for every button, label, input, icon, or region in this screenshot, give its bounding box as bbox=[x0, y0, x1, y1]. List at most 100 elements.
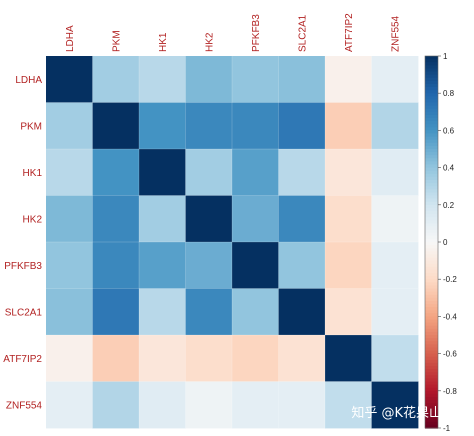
heatmap-cell bbox=[139, 56, 186, 103]
heatmap-cell bbox=[325, 381, 372, 429]
heatmap-cell bbox=[46, 381, 93, 429]
colorbar-segment bbox=[425, 421, 438, 426]
colorbar-segment bbox=[425, 149, 438, 153]
colorbar-segment bbox=[425, 291, 438, 296]
colorbar-segment bbox=[425, 362, 438, 367]
colorbar-segment bbox=[425, 56, 438, 60]
heatmap-cell bbox=[232, 149, 279, 196]
heatmap-cell bbox=[325, 195, 372, 243]
heatmap-cell bbox=[371, 102, 419, 150]
heatmap-cell bbox=[139, 381, 186, 429]
colorbar-segment bbox=[425, 226, 438, 231]
colorbar-segment bbox=[425, 307, 438, 311]
colorbar-segment bbox=[425, 62, 438, 66]
row-label: ZNF554 bbox=[6, 400, 43, 411]
heatmap-cell bbox=[278, 288, 326, 336]
heatmap-cell bbox=[46, 102, 93, 150]
heatmap-cell bbox=[325, 149, 372, 196]
colorbar-segment bbox=[425, 232, 438, 237]
row-label: PKM bbox=[20, 121, 42, 132]
colorbar-segment bbox=[425, 99, 438, 104]
column-label: SLC2A1 bbox=[297, 14, 308, 52]
colorbar-segment bbox=[425, 310, 438, 314]
heatmap-cells bbox=[46, 56, 419, 429]
colorbar-segment bbox=[425, 304, 438, 308]
colorbar-segment bbox=[425, 409, 438, 414]
heatmap-cell bbox=[232, 335, 279, 382]
colorbar-segment bbox=[425, 102, 438, 107]
column-label: HK1 bbox=[158, 32, 169, 52]
colorbar-segment bbox=[425, 59, 438, 63]
colorbar-segment bbox=[425, 155, 438, 159]
heatmap-cell bbox=[139, 288, 186, 336]
heatmap-cell bbox=[278, 381, 326, 429]
colorbar-segment bbox=[425, 282, 438, 286]
colorbar-segment bbox=[425, 279, 438, 283]
heatmap-cell bbox=[232, 56, 279, 103]
colorbar-segment bbox=[425, 96, 438, 100]
colorbar-segment bbox=[425, 341, 438, 345]
colorbar-tick-label: 0.4 bbox=[443, 164, 455, 173]
colorbar-segment bbox=[425, 331, 438, 336]
colorbar-segment bbox=[425, 124, 438, 128]
heatmap-cell bbox=[232, 242, 279, 289]
watermark: 知乎 @K花果山数据 bbox=[351, 405, 468, 421]
colorbar-segment bbox=[425, 235, 438, 240]
colorbar-segment bbox=[425, 397, 438, 401]
heatmap-cell bbox=[371, 335, 419, 382]
colorbar-tick-label: 0.2 bbox=[443, 201, 455, 210]
colorbar-tick-label: 0.8 bbox=[443, 89, 455, 98]
heatmap-cell bbox=[46, 288, 93, 336]
heatmap-cell bbox=[139, 149, 186, 196]
heatmap-cell bbox=[92, 288, 140, 336]
column-label: PFKFB3 bbox=[251, 14, 262, 52]
colorbar-segment bbox=[425, 93, 438, 97]
heatmap-cell bbox=[185, 195, 233, 243]
heatmap-cell bbox=[232, 195, 279, 243]
colorbar-segment bbox=[425, 418, 438, 423]
colorbar-segment bbox=[425, 297, 438, 302]
colorbar-segment bbox=[425, 130, 438, 135]
heatmap-cell bbox=[325, 102, 372, 150]
colorbar-segment bbox=[425, 381, 438, 386]
heatmap-cell bbox=[325, 335, 372, 382]
colorbar-segment bbox=[425, 68, 438, 73]
colorbar-segment bbox=[425, 294, 438, 299]
colorbar-segment bbox=[425, 207, 438, 212]
heatmap-cell bbox=[278, 102, 326, 150]
colorbar-segment bbox=[425, 183, 438, 187]
colorbar-segment bbox=[425, 325, 438, 330]
heatmap-cell bbox=[185, 242, 233, 289]
colorbar-segment bbox=[425, 167, 438, 172]
heatmap-cell bbox=[46, 56, 93, 103]
colorbar-segment bbox=[425, 403, 438, 407]
colorbar-segment bbox=[425, 74, 438, 79]
colorbar-segment bbox=[425, 152, 438, 156]
heatmap-cell bbox=[92, 102, 140, 150]
colorbar-segment bbox=[425, 229, 438, 234]
colorbar-tick-label: 0.6 bbox=[443, 126, 455, 135]
heatmap-cell bbox=[185, 335, 233, 382]
colorbar-segment bbox=[425, 108, 438, 113]
heatmap-cell bbox=[371, 56, 419, 103]
heatmap-cell bbox=[185, 288, 233, 336]
colorbar-segment bbox=[425, 400, 438, 404]
heatmap-cell bbox=[139, 242, 186, 289]
colorbar-segment bbox=[425, 198, 438, 203]
heatmap-cell bbox=[371, 242, 419, 289]
colorbar-segment bbox=[425, 71, 438, 76]
colorbar-segment bbox=[425, 105, 438, 110]
row-label: LDHA bbox=[15, 75, 42, 86]
colorbar-segment bbox=[425, 288, 438, 293]
colorbar-segment bbox=[425, 344, 438, 348]
colorbar-segment bbox=[425, 142, 438, 147]
row-label: PFKFB3 bbox=[4, 261, 42, 272]
heatmap-cell bbox=[92, 149, 140, 196]
column-label: ZNF554 bbox=[390, 15, 401, 52]
colorbar-segment bbox=[425, 285, 438, 290]
colorbar-segment bbox=[425, 201, 438, 206]
heatmap-cell bbox=[371, 149, 419, 196]
heatmap-cell bbox=[278, 195, 326, 243]
colorbar-tick-label: -0.4 bbox=[443, 312, 457, 321]
colorbar-segment bbox=[425, 211, 438, 215]
